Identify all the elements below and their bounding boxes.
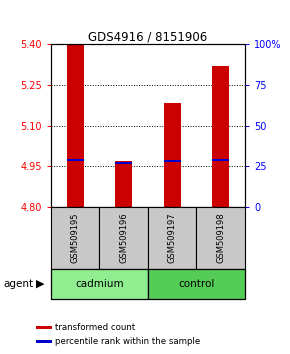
Bar bbox=[164, 103, 181, 207]
Bar bbox=[99, 207, 148, 269]
Text: GSM509198: GSM509198 bbox=[216, 213, 225, 263]
Text: GSM509197: GSM509197 bbox=[168, 213, 177, 263]
Text: agent: agent bbox=[3, 279, 33, 289]
Text: ▶: ▶ bbox=[37, 279, 45, 289]
Bar bbox=[148, 207, 196, 269]
Bar bbox=[115, 162, 132, 164]
Bar bbox=[115, 161, 132, 207]
Bar bbox=[36, 326, 52, 330]
Text: control: control bbox=[178, 279, 215, 289]
Text: transformed count: transformed count bbox=[55, 323, 135, 332]
Bar bbox=[212, 66, 229, 207]
Text: GSM509196: GSM509196 bbox=[119, 213, 128, 263]
Text: cadmium: cadmium bbox=[75, 279, 124, 289]
Bar bbox=[66, 44, 84, 207]
Bar bbox=[212, 159, 229, 161]
Title: GDS4916 / 8151906: GDS4916 / 8151906 bbox=[88, 30, 208, 43]
Bar bbox=[51, 207, 99, 269]
Text: GSM509195: GSM509195 bbox=[70, 213, 79, 263]
Bar bbox=[164, 160, 181, 162]
Text: percentile rank within the sample: percentile rank within the sample bbox=[55, 337, 200, 346]
Bar bbox=[66, 159, 84, 161]
Bar bbox=[197, 207, 245, 269]
Bar bbox=[148, 269, 245, 299]
Bar bbox=[36, 339, 52, 343]
Bar bbox=[51, 269, 148, 299]
